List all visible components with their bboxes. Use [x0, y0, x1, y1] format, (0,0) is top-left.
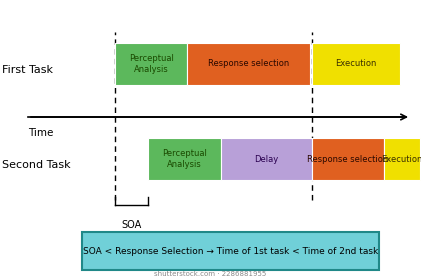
Bar: [115, 43, 187, 85]
Text: First Task: First Task: [2, 65, 53, 75]
Text: Response selection: Response selection: [307, 155, 389, 164]
Bar: [384, 138, 420, 180]
Bar: [221, 138, 312, 180]
Text: Execution: Execution: [335, 60, 376, 69]
Text: Response selection: Response selection: [208, 60, 289, 69]
Bar: [148, 138, 221, 180]
Text: SOA < Response Selection → Time of 1st task < Time of 2nd task: SOA < Response Selection → Time of 1st t…: [83, 246, 378, 255]
Text: Delay: Delay: [254, 155, 278, 164]
Bar: [82, 232, 379, 270]
Text: shutterstock.com · 2286881955: shutterstock.com · 2286881955: [155, 271, 266, 277]
Bar: [312, 43, 400, 85]
Bar: [187, 43, 310, 85]
Text: Execution: Execution: [381, 155, 421, 164]
Text: Perceptual
Analysis: Perceptual Analysis: [129, 54, 174, 74]
Text: Second Task: Second Task: [2, 160, 71, 170]
Bar: [312, 138, 384, 180]
Text: Perceptual
Analysis: Perceptual Analysis: [162, 149, 207, 169]
Text: Time: Time: [28, 128, 53, 138]
Text: SOA: SOA: [122, 220, 142, 230]
